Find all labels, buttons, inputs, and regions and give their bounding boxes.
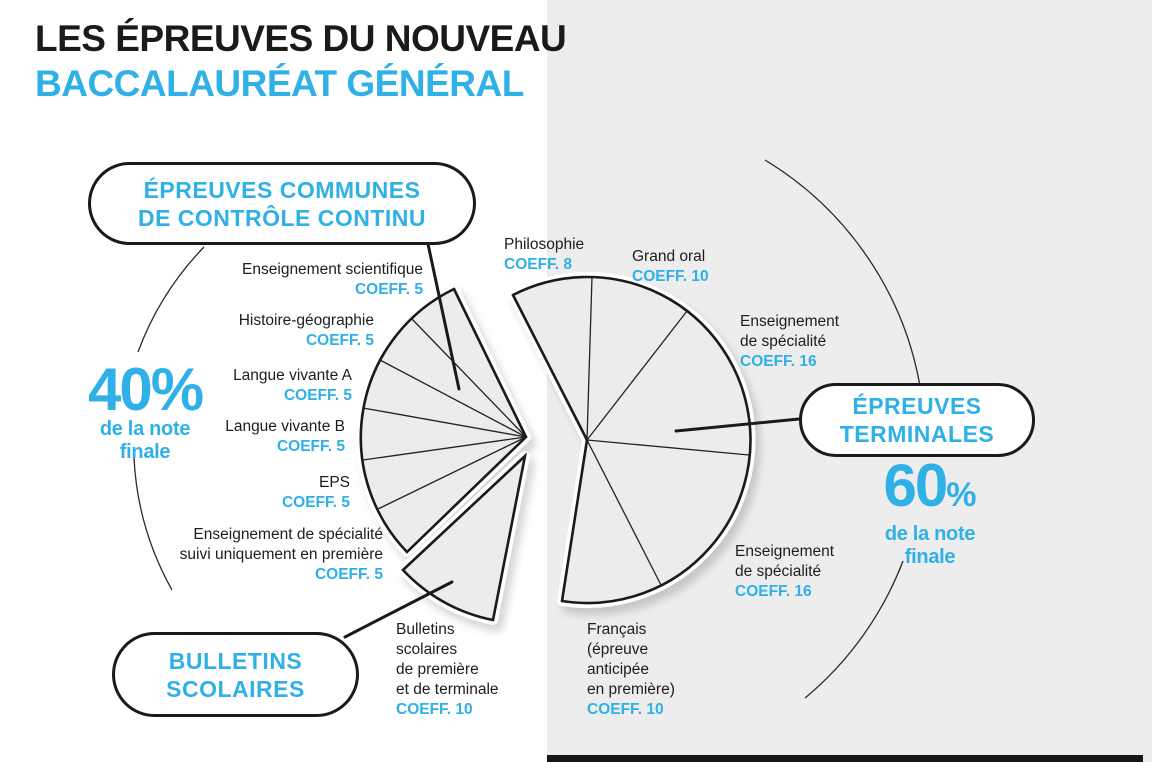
label-histoire-geographie: Histoire-géographie COEFF. 5 — [238, 312, 374, 349]
label-philosophie: Philosophie COEFF. 8 — [504, 236, 585, 273]
label-specialite-1: Enseignement de spécialité COEFF. 16 — [740, 313, 840, 370]
bubble-terminales-line1: ÉPREUVES — [852, 393, 982, 419]
share-40-caption2: finale — [119, 441, 171, 463]
share-40-caption1: de la note — [99, 418, 191, 440]
label-specialite-2: Enseignement de spécialité COEFF. 16 — [735, 543, 835, 600]
share-40-block: 40% de la note finale — [62, 356, 228, 464]
share-60-block: 60% de la note finale — [855, 456, 1005, 569]
label-specialite-premiere: Enseignement de spécialité suivi uniquem… — [179, 526, 383, 583]
bubble-epreuves-terminales: ÉPREUVES TERMINALES — [799, 383, 1035, 457]
page-title: LES ÉPREUVES DU NOUVEAU BACCALAURÉAT GÉN… — [35, 16, 567, 106]
label-grand-oral: Grand oral COEFF. 10 — [632, 248, 709, 285]
bubble-bulletins-line1: BULLETINS — [168, 647, 303, 674]
share-60-caption2: finale — [904, 546, 956, 568]
page-title-line2: BACCALAURÉAT GÉNÉRAL — [35, 63, 524, 104]
bubble-communes-line1: ÉPREUVES COMMUNES — [143, 176, 421, 203]
share-60-percent: % — [946, 476, 977, 514]
label-enseignement-scientifique: Enseignement scientifique COEFF. 5 — [242, 261, 423, 298]
bubble-epreuves-communes: ÉPREUVES COMMUNES DE CONTRÔLE CONTINU — [88, 162, 476, 245]
label-eps: EPS COEFF. 5 — [281, 474, 350, 511]
bubble-terminales-line2: TERMINALES — [839, 421, 995, 447]
bubble-communes-line2: DE CONTRÔLE CONTINU — [137, 204, 427, 231]
share-40-value: 40% — [87, 356, 204, 423]
label-bulletins-scolaires: Bulletins scolaires de première et de te… — [396, 621, 499, 718]
label-langue-vivante-a: Langue vivante A COEFF. 5 — [233, 367, 352, 404]
bubble-bulletins-line2: SCOLAIRES — [166, 675, 305, 702]
share-60-value: 60 — [883, 452, 949, 519]
label-francais: Français (épreuve anticipée en première)… — [587, 621, 675, 718]
share-60-caption1: de la note — [884, 523, 976, 545]
page-title-line1: LES ÉPREUVES DU NOUVEAU — [35, 18, 567, 59]
bubble-bulletins-scolaires: BULLETINS SCOLAIRES — [112, 632, 359, 717]
label-langue-vivante-b: Langue vivante B COEFF. 5 — [225, 418, 345, 455]
footer-bar — [547, 755, 1143, 762]
